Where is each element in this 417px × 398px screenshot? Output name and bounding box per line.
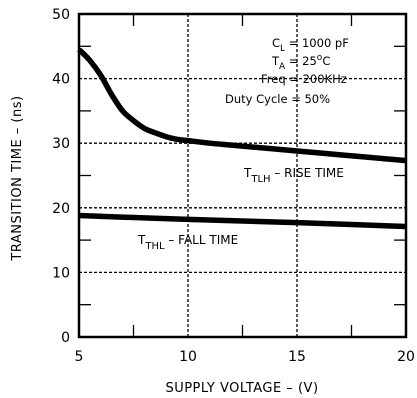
y-tick-label: 20: [52, 201, 70, 217]
fall-time-label: TTHL – FALL TIME: [137, 233, 238, 252]
y-tick-labels: 0 10 20 30 40 50: [52, 7, 70, 346]
condition-frequency: Freq = 200KHz: [261, 72, 347, 86]
x-tick-label: 20: [397, 349, 415, 365]
x-tick-label: 10: [179, 349, 197, 365]
x-tick-label: 15: [288, 349, 306, 365]
grid: [79, 14, 406, 337]
fall-time-curve: [78, 212, 407, 230]
series-lines: [77, 47, 407, 230]
x-axis-label: SUPPLY VOLTAGE – (V): [165, 381, 318, 396]
rise-time-label: TTLH – RISE TIME: [243, 166, 344, 185]
y-axis-label: TRANSITION TIME – (ns): [10, 95, 25, 261]
condition-duty-cycle: Duty Cycle = 50%: [225, 92, 330, 106]
y-tick-label: 40: [52, 72, 70, 88]
y-tick-label: 0: [61, 330, 70, 346]
y-tick-label: 10: [52, 265, 70, 281]
rise-time-curve: [77, 47, 407, 164]
condition-ambient-temperature: TA = 25oC: [271, 53, 330, 72]
condition-load-capacitance: CL = 1000 pF: [272, 36, 349, 54]
y-tick-label: 30: [52, 136, 70, 152]
x-tick-label: 5: [75, 349, 84, 365]
test-conditions: CL = 1000 pF TA = 25oC Freq = 200KHz Dut…: [225, 36, 349, 106]
y-tick-label: 50: [52, 7, 70, 23]
plot-frame: [77, 12, 408, 339]
x-tick-labels: 5 10 15 20: [75, 349, 415, 365]
